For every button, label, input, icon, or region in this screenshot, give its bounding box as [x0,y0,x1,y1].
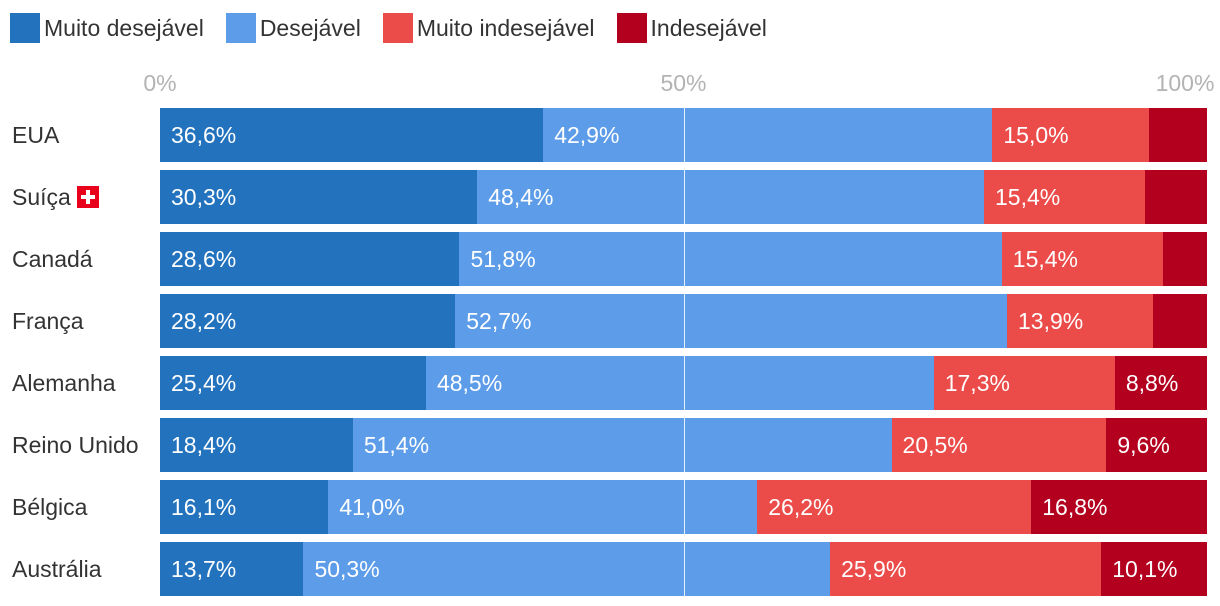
country-name: Austrália [12,555,102,582]
country-name: Canadá [12,245,93,272]
legend-item: Desejável [225,13,361,43]
country-label: Alemanha [12,356,116,410]
data-label: 10,1% [1112,556,1178,582]
bar-segment [1106,418,1207,472]
country-label: Bélgica [12,480,87,534]
country-label: Reino Unido [12,418,139,472]
bar-segment [757,480,1032,534]
legend-item: Muito indesejável [382,13,595,43]
country-name: Bélgica [12,493,88,520]
data-label: 16,1% [171,494,237,520]
bar-segment [1031,480,1207,534]
data-label: 42,9% [554,122,620,148]
bar-segment [160,356,426,410]
data-label: 52,7% [466,308,532,334]
bar-segment [160,542,304,596]
bar-segment [983,170,1146,224]
data-label: 13,9% [1018,308,1084,334]
data-label: 17,3% [944,370,1010,396]
legend-swatch [225,13,256,43]
bar-segment [1163,232,1207,286]
legend-label: Muito desejável [44,14,204,41]
bar-segment [160,108,544,162]
bar-segment [1114,356,1207,410]
data-label: 50,3% [314,556,380,582]
country-name: Alemanha [12,369,116,396]
data-label: 51,4% [363,432,430,458]
data-label: 25,9% [841,556,907,582]
bar-segment [160,294,456,348]
bar-segment [352,418,892,472]
country-name: Suíça [12,183,71,210]
data-label: 15,0% [1003,122,1069,148]
bar-segment [477,170,984,224]
data-label: 25,4% [171,370,237,396]
bar-segment [543,108,993,162]
bar-segment [303,542,831,596]
data-label: 41,0% [339,494,405,520]
data-label: 8,8% [1125,370,1179,396]
x-tick-label: 0% [143,70,177,96]
country-name: Reino Unido [12,431,139,458]
bar-segment [160,480,329,534]
bar-segment [425,356,934,410]
bar-segment [1001,232,1164,286]
data-label: 13,7% [171,556,237,582]
bar-segment [1101,542,1207,596]
legend-item: Muito desejável [10,13,204,43]
country-label: Suíça [12,170,99,224]
country-label: Canadá [12,232,93,286]
data-label: 28,6% [171,246,237,272]
legend-swatch [10,13,40,43]
data-label: 16,8% [1042,494,1108,520]
legend-item: Indesejável [616,13,767,43]
x-tick-label: 50% [660,70,707,96]
gridline-50 [683,106,685,600]
data-label: 48,5% [436,370,503,396]
bar-segment [455,294,1008,348]
data-label: 18,4% [171,432,237,458]
data-label: 15,4% [994,184,1061,210]
swiss-flag-icon [76,186,99,208]
data-label: 30,3% [171,184,237,210]
data-label: 48,4% [488,184,554,210]
legend-label: Indesejável [650,14,767,41]
bar-segment [160,170,478,224]
data-label: 26,2% [768,494,834,520]
bar-segment [1152,294,1207,348]
bar-segment [1145,170,1207,224]
data-label: 9,6% [1117,432,1170,458]
bar-segment [1149,108,1207,162]
country-label: Austrália [12,542,101,596]
bar-segment [1007,294,1153,348]
country-name: França [12,307,84,334]
data-label: 20,5% [902,432,968,458]
data-label: 15,4% [1012,246,1078,272]
legend-swatch [382,13,413,43]
bar-segment [160,418,353,472]
legend-label: Muito indesejável [416,14,595,41]
bar-segment [328,480,758,534]
country-label: EUA [12,108,59,162]
data-label: 51,8% [470,246,536,272]
data-label: 28,2% [171,308,237,334]
country-name: EUA [12,121,60,148]
bar-segment [933,356,1115,410]
x-tick-label: 100% [1155,70,1215,96]
bar-segment [160,232,460,286]
country-label: França [12,294,84,348]
legend: Muito desejável Desejável Muito indesejáve… [10,12,789,44]
legend-swatch [616,13,647,43]
legend-label: Desejável [259,14,361,41]
bar-segment [459,232,1002,286]
bar-segment [830,542,1102,596]
data-label: 36,6% [171,122,237,148]
bar-segment [891,418,1107,472]
bar-segment [992,108,1150,162]
